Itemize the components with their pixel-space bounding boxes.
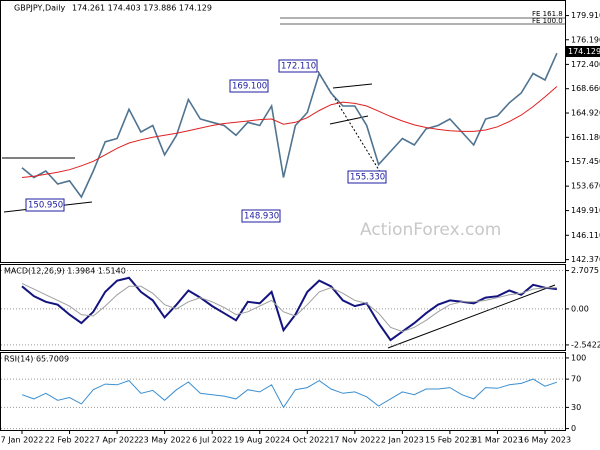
y-tick-label: 176.190	[571, 35, 600, 44]
series-line	[21, 276, 558, 342]
annotation: 150.950	[28, 201, 63, 211]
y-tick-label: 70	[571, 375, 581, 384]
y-tick-label: 164.920	[571, 109, 600, 118]
y-tick-label: 157.450	[571, 157, 600, 166]
series-line	[21, 282, 557, 333]
y-tick-label: 142.370	[571, 255, 600, 264]
annotation-box	[347, 170, 387, 184]
series-line	[21, 378, 558, 409]
x-tick-label: 22 Feb 2022	[45, 436, 95, 445]
watermark: ActionForex.com	[360, 220, 501, 240]
y-tick-label: 146.110	[571, 231, 600, 240]
x-tick-label: 16 May 2023	[519, 436, 571, 445]
series-line	[21, 86, 558, 178]
y-tick-label: 179.910	[571, 11, 600, 20]
x-tick-label: 7 Apr 2022	[95, 436, 139, 445]
rsi-title: RSI(14) 65.7009	[4, 355, 69, 364]
y-tick-label: 100	[571, 353, 586, 362]
annotation: 155.330	[350, 173, 385, 183]
fe-label: FE 100.0	[532, 17, 563, 25]
annotation: 148.930	[244, 212, 279, 222]
y-tick-label: 168.660	[571, 84, 600, 93]
x-tick-label: 7 Jan 2022	[1, 436, 44, 445]
x-tick-label: 23 May 2022	[139, 436, 191, 445]
y-tick-label: 30	[571, 403, 581, 412]
annotation-box	[278, 59, 318, 73]
annotation: 169.100	[232, 82, 267, 92]
y-tick-label: 161.180	[571, 133, 600, 142]
trend-line	[332, 83, 373, 89]
x-tick-label: 19 Aug 2022	[234, 436, 285, 445]
price-label: 174.129	[568, 47, 600, 56]
trend-line	[387, 284, 556, 349]
annotation-box	[25, 198, 65, 212]
y-tick-label: 0	[571, 424, 576, 433]
x-tick-label: 6 Jul 2022	[192, 436, 232, 445]
y-tick-label: 0.00	[571, 304, 589, 313]
chart-title: GBPJPY,Daily	[14, 4, 65, 13]
x-tick-label: 31 Mar 2023	[472, 436, 523, 445]
x-tick-label: 17 Nov 2022	[329, 436, 380, 445]
y-tick-label: 153.670	[571, 182, 600, 191]
x-tick-label: 2 Jan 2023	[381, 436, 424, 445]
annotation-box	[241, 209, 281, 223]
fe-label: FE 161.8	[532, 10, 563, 18]
annotation: 172.110	[281, 62, 316, 72]
chart-subtitle: 174.261 174.403 173.886 174.129	[72, 4, 212, 13]
y-tick-label: 149.910	[571, 206, 600, 215]
macd-frame	[0, 264, 566, 351]
y-tick-label: -2.5422	[571, 340, 600, 349]
price-label-box	[566, 46, 600, 57]
x-tick-label: 15 Feb 2023	[425, 436, 475, 445]
main-frame	[0, 0, 566, 263]
y-tick-label: 172.400	[571, 60, 600, 69]
annotation-box	[229, 79, 269, 93]
y-tick-label: 2.7075	[571, 266, 599, 275]
rsi-frame	[0, 352, 566, 431]
x-tick-label: 4 Oct 2022	[285, 436, 329, 445]
series-line	[21, 52, 558, 199]
